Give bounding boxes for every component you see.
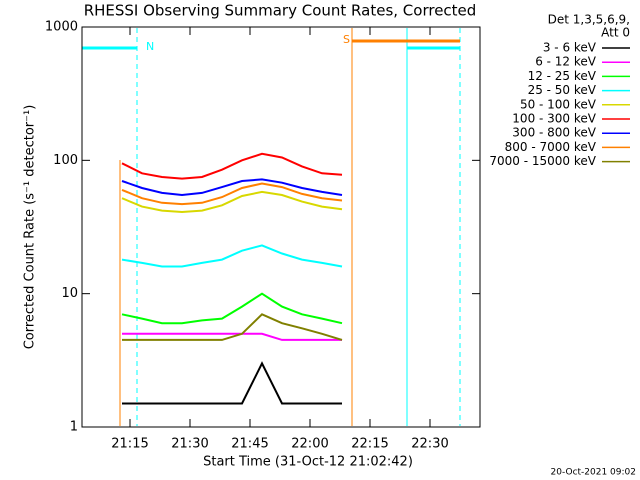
legend-label: 3 - 6 keV xyxy=(543,41,597,55)
x-axis-label: Start Time (31-Oct-12 21:02:42) xyxy=(203,455,413,470)
legend-label: 12 - 25 keV xyxy=(528,69,597,83)
y-axis-label: Corrected Count Rate (s⁻¹ detector⁻¹) xyxy=(23,105,38,350)
series-line xyxy=(122,313,343,341)
y-tick-label: 1000 xyxy=(45,20,78,35)
x-tick-label: 22:15 xyxy=(351,437,388,452)
legend-label: 50 - 100 keV xyxy=(520,97,597,111)
series-line xyxy=(121,244,343,268)
series-line xyxy=(122,361,342,405)
legend-label: 6 - 12 keV xyxy=(535,55,597,69)
legend-label: 25 - 50 keV xyxy=(528,83,597,97)
series-line xyxy=(121,152,343,180)
legend-label: 100 - 300 keV xyxy=(512,112,596,126)
x-tick-label: 21:15 xyxy=(111,437,148,452)
legend-header: Det 1,3,5,6,9, xyxy=(548,13,630,27)
flags: N S xyxy=(82,28,461,426)
plot-frame xyxy=(81,26,481,428)
legend-label: 300 - 800 keV xyxy=(512,126,596,140)
flag-label: N xyxy=(146,40,154,53)
series-line xyxy=(121,292,343,325)
footer: 20-Oct-2021 09:02 xyxy=(551,468,636,478)
y-tick-label: 10 xyxy=(61,286,78,301)
series-line xyxy=(122,332,342,341)
series-line xyxy=(121,178,343,197)
x-tick-label: 21:45 xyxy=(231,437,268,452)
series-line xyxy=(121,182,343,206)
chart-title: RHESSI Observing Summary Count Rates, Co… xyxy=(84,2,477,20)
flag-label: S xyxy=(343,33,350,46)
x-tick-label: 22:30 xyxy=(411,437,448,452)
legend-label: 800 - 7000 keV xyxy=(505,140,597,154)
x-tick-label: 21:30 xyxy=(171,437,208,452)
x-tick-label: 22:00 xyxy=(291,437,328,452)
y-tick-label: 1 xyxy=(70,420,78,435)
legend-header: Att 0 xyxy=(601,26,630,40)
y-tick-label: 100 xyxy=(53,153,78,168)
legend-label: 7000 - 15000 keV xyxy=(489,154,596,168)
series-line xyxy=(121,190,343,214)
